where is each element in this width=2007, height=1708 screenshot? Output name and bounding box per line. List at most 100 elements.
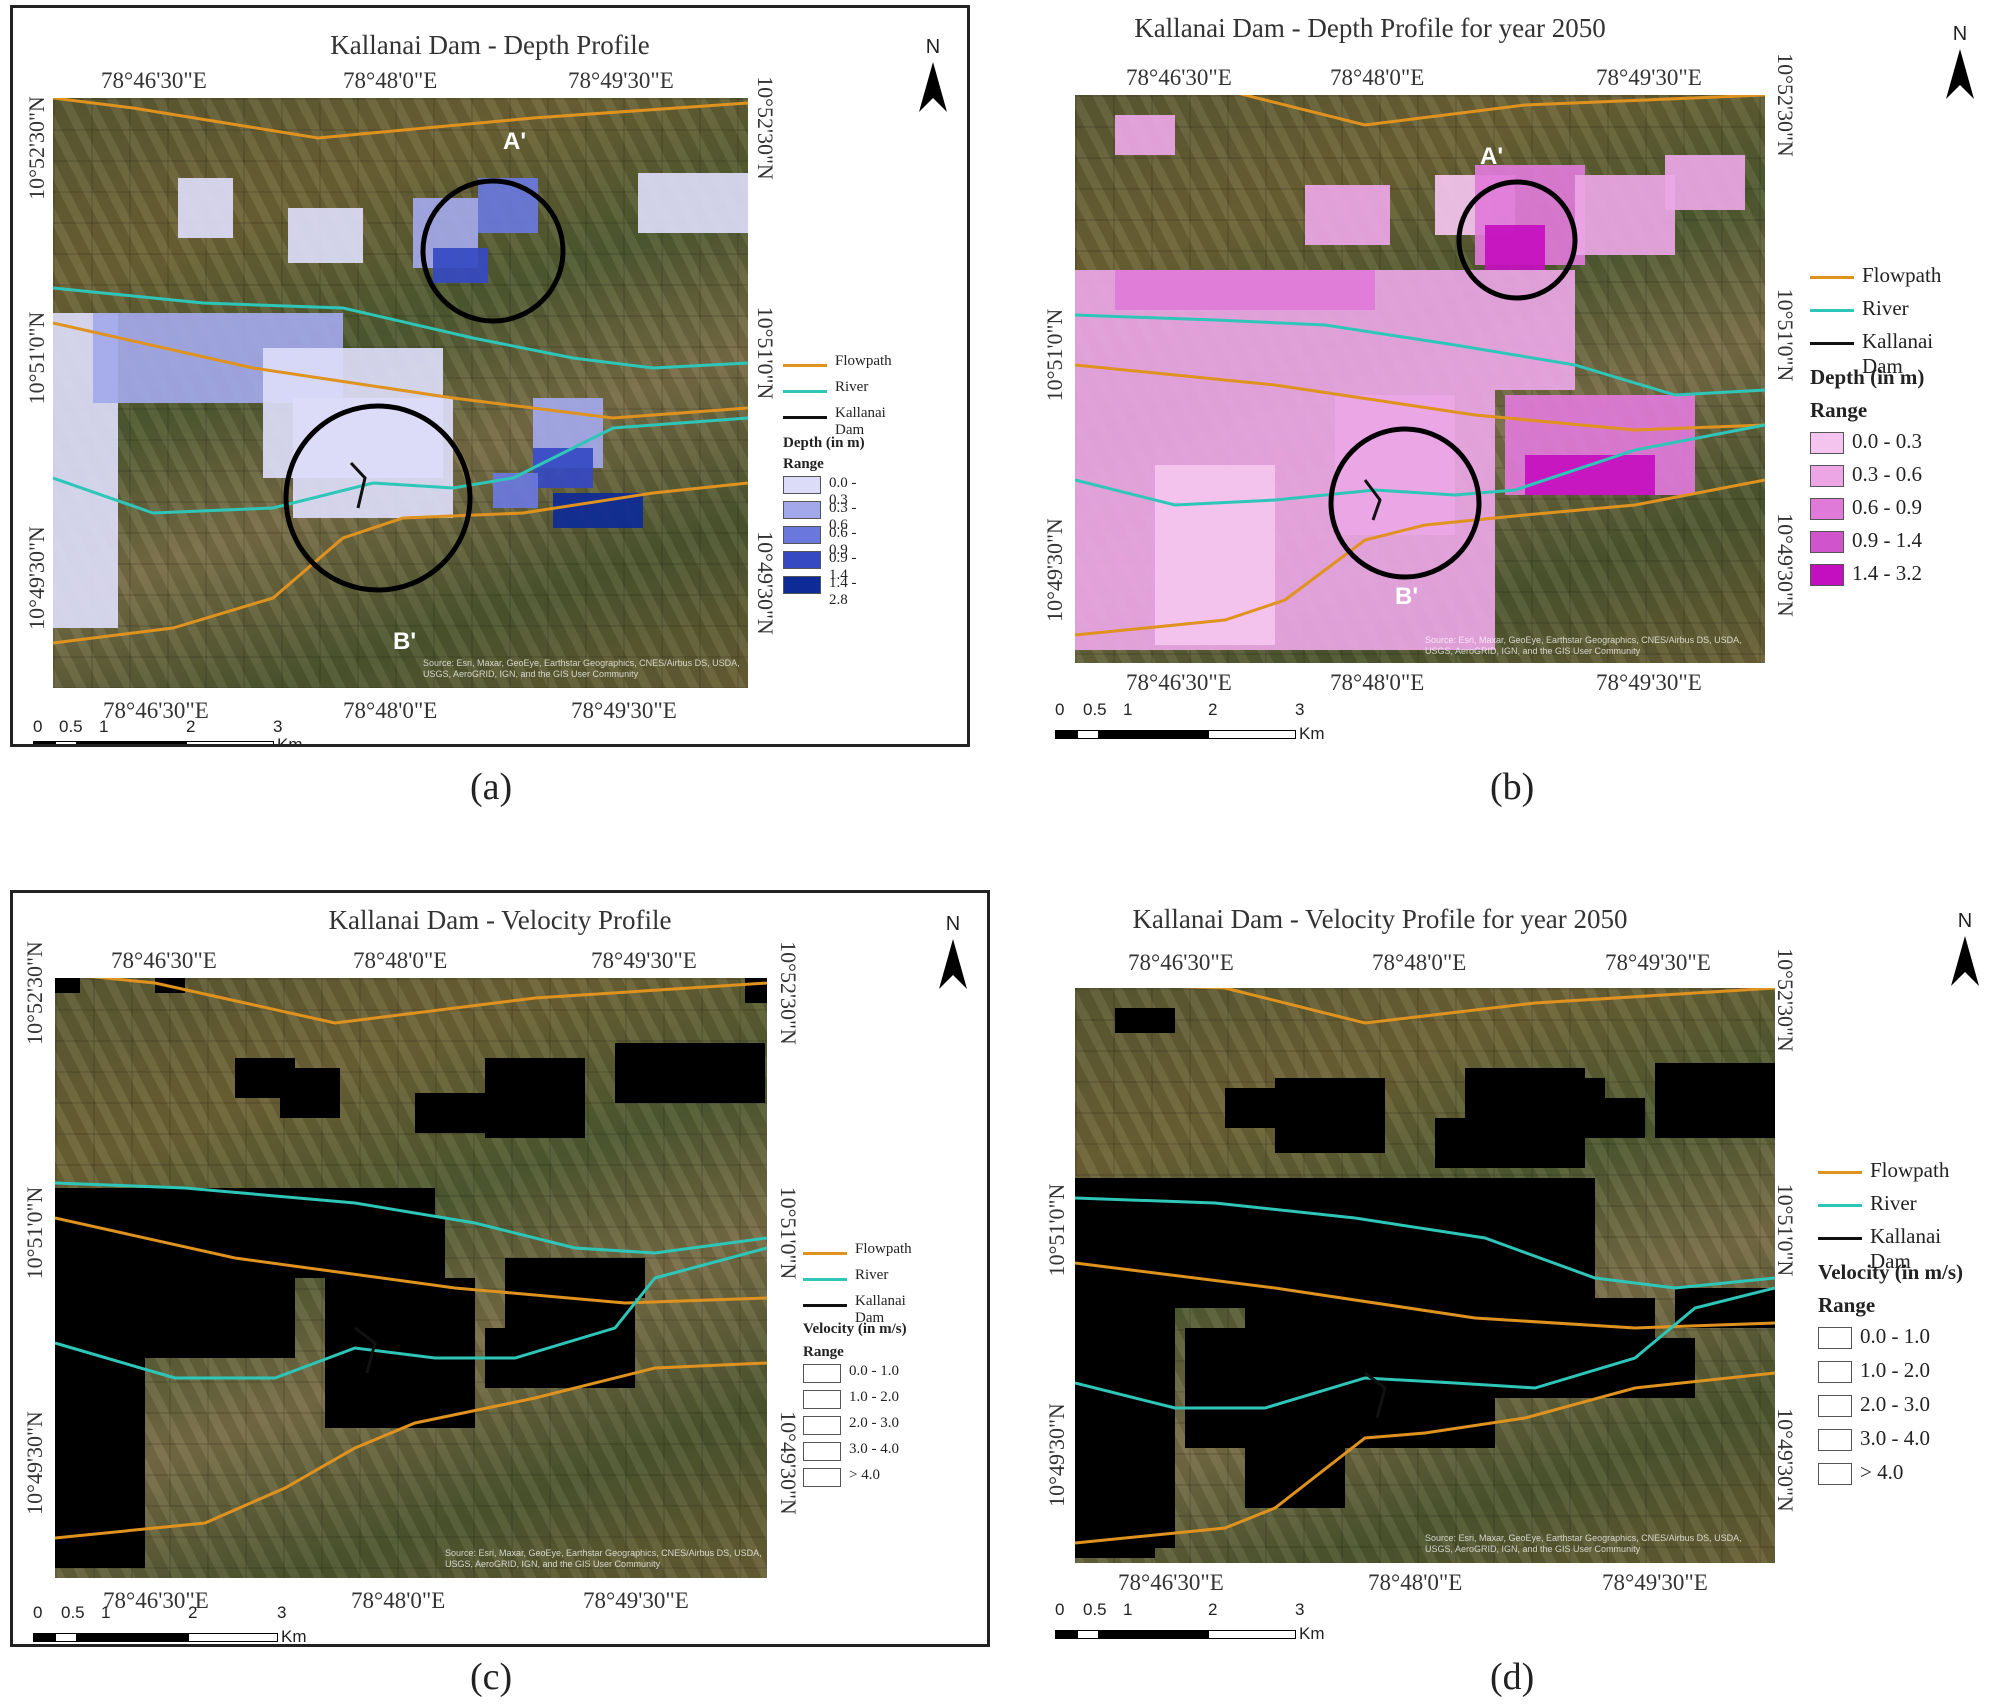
depth-patch bbox=[1575, 175, 1675, 255]
panel-title: Kallanai Dam - Depth Profile for year 20… bbox=[1134, 13, 1606, 43]
scale-bar: 0 0.5 1 2 3 Km bbox=[1055, 700, 1345, 743]
north-arrow-icon bbox=[1946, 49, 1974, 99]
flowpath-line bbox=[55, 1361, 767, 1540]
scale-tick: 3 bbox=[273, 717, 283, 736]
north-label: N bbox=[945, 913, 961, 935]
lon-bottom-3: 78°49'30"E bbox=[571, 698, 677, 723]
scale-tick: 0 bbox=[33, 1603, 43, 1622]
depth-patch bbox=[1115, 270, 1375, 310]
velocity-patch bbox=[1115, 1183, 1315, 1243]
lon-bottom-2: 78°48'0"E bbox=[1330, 670, 1425, 695]
map-frame: A' B' Source: Esri, Maxar, GeoEye, Earth… bbox=[53, 98, 748, 688]
river-line bbox=[53, 286, 748, 370]
dam-swatch bbox=[803, 1304, 847, 1307]
legend-range-label: Range bbox=[783, 456, 824, 472]
flowpath-line bbox=[1179, 988, 1775, 1025]
panel-depth-2050: Kallanai Dam - Depth Profile for year 20… bbox=[1040, 5, 2000, 747]
flowpath-line bbox=[53, 481, 748, 645]
north-arrow: N bbox=[1940, 23, 1980, 103]
scale-tick: 1 bbox=[101, 1603, 111, 1622]
depth-patch bbox=[638, 173, 748, 233]
lon-top-3: 78°49'30"E bbox=[568, 68, 674, 93]
scale-tick: 0.5 bbox=[1083, 700, 1107, 719]
dam-swatch bbox=[1810, 342, 1854, 345]
scale-unit: Km bbox=[281, 1627, 307, 1646]
lon-bottom-2: 78°48'0"E bbox=[351, 1588, 446, 1613]
legend-class: 0.6 - 0.9 bbox=[1810, 493, 1924, 526]
legend-flowpath: Flowpath bbox=[1818, 1158, 1963, 1191]
lat-right-3: 10°49'30"N bbox=[753, 531, 778, 635]
velocity-patch bbox=[355, 1218, 445, 1278]
lon-bottom-3: 78°49'30"E bbox=[1596, 670, 1702, 695]
lat-right-1: 10°52'30"N bbox=[1773, 948, 1798, 1052]
map-overlay bbox=[55, 978, 767, 1568]
dam-line bbox=[349, 461, 367, 509]
panel-title: Kallanai Dam - Depth Profile bbox=[330, 30, 650, 60]
map-overlay bbox=[53, 98, 748, 645]
legend-class: 0.0 - 0.3 bbox=[1810, 427, 1924, 460]
velocity-patch bbox=[125, 1278, 295, 1358]
marker-circle-b bbox=[1328, 426, 1482, 580]
depth-patch bbox=[1335, 395, 1455, 535]
legend-class: 0.3 - 0.6 bbox=[1810, 460, 1924, 493]
flowpath-line bbox=[1075, 1261, 1775, 1330]
legend-class: 2.0 - 3.0 bbox=[1818, 1390, 1963, 1424]
map-overlay bbox=[1075, 988, 1775, 1558]
depth-patch bbox=[1485, 225, 1545, 270]
lat-right-2: 10°51'0"N bbox=[776, 1186, 801, 1280]
scale-bar: 0 0.5 1 2 3 Km bbox=[33, 1603, 323, 1644]
inundation-layer bbox=[1075, 1008, 1775, 1558]
scale-bar: 0 0.5 1 2 3 Km bbox=[33, 713, 323, 744]
lat-right-1: 10°52'30"N bbox=[776, 941, 801, 1045]
depth-patch bbox=[1305, 185, 1390, 245]
north-arrow: N bbox=[933, 913, 973, 993]
lat-left-1: 10°51'0"N bbox=[1042, 308, 1067, 402]
marker-label-b: B' bbox=[393, 628, 417, 655]
scale-unit: Km bbox=[1299, 1624, 1325, 1643]
lon-top-3: 78°49'30"E bbox=[591, 948, 697, 973]
lon-top-1: 78°46'30"E bbox=[1126, 65, 1232, 90]
river-line bbox=[53, 416, 748, 515]
panel-label-d: (d) bbox=[1490, 1656, 1535, 1698]
lon-top-1: 78°46'30"E bbox=[111, 948, 217, 973]
map-frame: Source: Esri, Maxar, GeoEye, Earthstar G… bbox=[1075, 988, 1775, 1563]
velocity-patch bbox=[280, 1068, 340, 1118]
velocity-patch bbox=[1675, 1288, 1775, 1328]
legend-class: 0.0 - 0.3 bbox=[783, 473, 865, 508]
flowpath-line bbox=[89, 978, 767, 1025]
velocity-patch bbox=[1075, 1388, 1155, 1558]
legend-class: 0.6 - 0.9 bbox=[783, 523, 865, 558]
north-label: N bbox=[1957, 910, 1973, 932]
river-swatch bbox=[1810, 309, 1854, 312]
legend-flowpath: Flowpath bbox=[803, 1241, 912, 1267]
scale-tick: 2 bbox=[188, 1603, 198, 1622]
legend-dam: Kallanai Dam bbox=[1818, 1224, 1963, 1273]
legend-flowpath: Flowpath bbox=[783, 353, 892, 379]
north-label: N bbox=[925, 36, 941, 58]
velocity-patch bbox=[415, 1093, 485, 1133]
inundation-layer bbox=[55, 978, 767, 1568]
panel-label-c: (c) bbox=[470, 1656, 513, 1698]
lon-top-2: 78°48'0"E bbox=[1330, 65, 1425, 90]
map-frame: Source: Esri, Maxar, GeoEye, Earthstar G… bbox=[55, 978, 767, 1578]
lat-right-1: 10°52'30"N bbox=[753, 76, 778, 180]
velocity-patch bbox=[1225, 1088, 1295, 1128]
lon-top-3: 78°49'30"E bbox=[1605, 950, 1711, 975]
scale-tick: 3 bbox=[1295, 1600, 1305, 1619]
lat-left-2: 10°49'30"N bbox=[1042, 518, 1067, 622]
velocity-patch bbox=[1585, 1098, 1645, 1138]
marker-circle-b bbox=[283, 403, 473, 593]
map-attribution: Source: Esri, Maxar, GeoEye, Earthstar G… bbox=[1425, 635, 1742, 656]
river-swatch bbox=[803, 1278, 847, 1281]
depth-patch bbox=[1155, 465, 1275, 645]
river-line bbox=[55, 1246, 767, 1380]
legend-flowpath: Flowpath bbox=[1810, 263, 1941, 296]
lat-right-2: 10°51'0"N bbox=[1773, 1183, 1798, 1277]
dam-line bbox=[354, 1326, 377, 1374]
legend-dam: Kallanai Dam bbox=[783, 405, 886, 438]
river-line bbox=[1075, 313, 1765, 397]
scale-tick: 3 bbox=[277, 1603, 287, 1622]
map-attribution: Source: Esri, Maxar, GeoEye, Earthstar G… bbox=[445, 1548, 762, 1569]
marker-label-a: A' bbox=[1480, 143, 1504, 170]
north-arrow: N bbox=[1945, 910, 1985, 990]
